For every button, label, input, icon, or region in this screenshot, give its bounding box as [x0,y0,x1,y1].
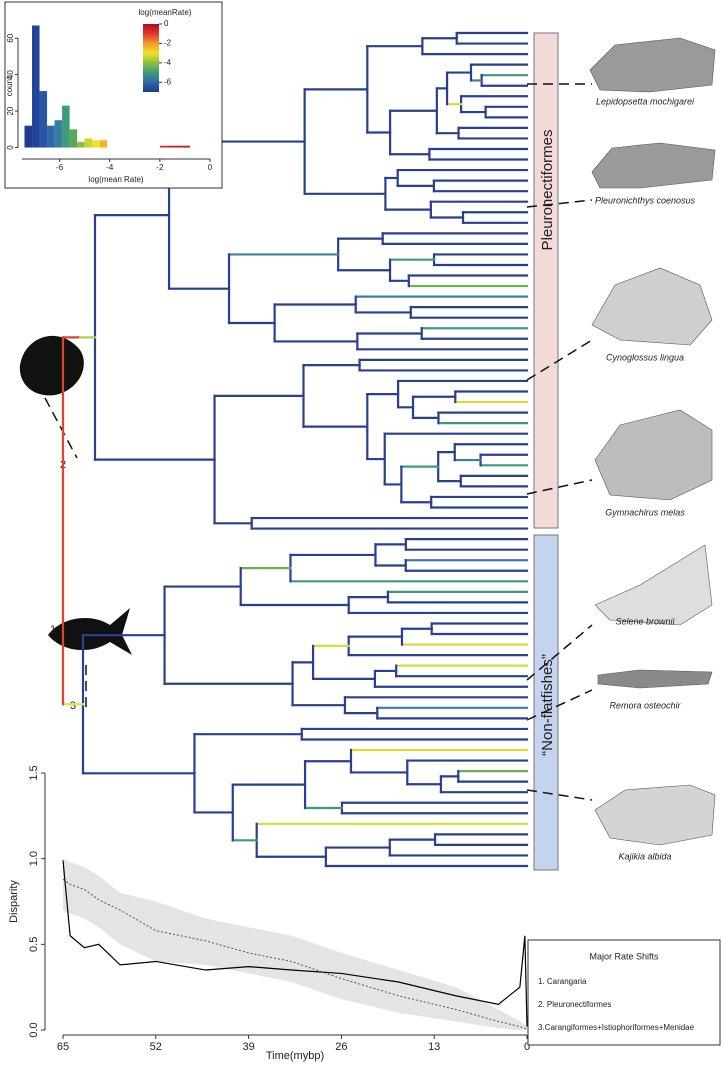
y-tick-label: 40 [6,70,15,79]
y-tick-label: 20 [6,106,15,115]
bar [32,25,40,148]
y-tick-label: 0.5 [28,937,40,952]
skull [594,544,713,626]
species-label: Kajikia albida [618,851,671,861]
node-label: 3 [70,700,76,712]
disparity-plot: 65 52 39 26 13 0 0.0 0.5 1.0 1.5 Time(mybp) Dispari… [8,765,530,1062]
y-tick-label: 1.0 [28,851,40,866]
colorbar-tick-label: -4 [164,58,172,67]
species-label: Gymnachirus melas [605,507,685,517]
phylogeny [61,31,529,868]
skull [594,409,713,501]
bar [69,129,78,148]
colorbar [143,24,159,92]
bar [47,125,55,148]
clade-box [533,32,559,529]
x-tick-label: -4 [106,163,114,172]
colorbar-tick-label: -6 [164,77,172,86]
x-tick-label: -2 [156,163,164,172]
clade-label: “Non-flatfishes” [539,654,556,756]
legend-title: Major Rate Shifts [589,951,659,961]
skull [591,267,713,346]
bar [99,140,108,148]
y-axis-label: Disparity [8,880,20,923]
bar [159,145,168,148]
bar [92,140,100,148]
y-tick-label: 1.5 [28,765,40,780]
colorbar-tick-label: 0 [164,19,169,28]
legend-item: 3.Carangiformes+Istiophoriformes+Menidae [538,1023,695,1032]
x-axis-label: log(mean Rate) [88,175,143,184]
bar [77,142,85,148]
x-tick-label: 0 [208,163,213,172]
x-tick-label: -6 [56,163,64,172]
flatfish-icon [19,335,84,396]
bar [84,138,93,148]
skull [591,142,716,189]
bar [62,105,70,148]
legend-box [527,939,721,1046]
series-line [62,878,528,1031]
node-label: 1 [50,624,56,636]
species-label: Selene brownii [615,616,675,626]
leader-line [526,199,593,208]
bar [39,91,48,148]
histogram-inset: -6 -4 -2 0 0 20 40 60 log(mean Rate) count log(mea… [5,8,213,184]
y-tick-label: 60 [6,33,15,42]
y-tick-label: 0.0 [28,1022,40,1037]
leader-line [526,339,593,381]
bar [167,145,175,148]
species-label: Pleuronichthys coenosus [595,195,696,205]
colorbar-tick-label: -2 [164,39,172,48]
bar [182,145,190,148]
leader-line [44,397,78,459]
legend-item: 1. Carangaria [538,977,587,986]
bar [24,125,33,148]
skull [594,784,716,846]
series-line [62,860,528,1027]
colorbar-title: log(meanRate) [139,8,192,17]
legend-item: 2. Pleuronectiformes [538,1000,611,1009]
leader-line [526,789,593,801]
specimen-images [589,37,716,846]
x-tick-label: 0 [524,1041,530,1053]
skull [589,37,716,93]
y-axis-label: count [5,76,14,96]
skull [597,669,713,689]
bar [174,145,183,148]
jack-icon [48,608,132,655]
x-tick-label: 65 [57,1041,69,1053]
clade-box [533,534,559,871]
leader-lines [44,83,593,801]
x-tick-label: 39 [242,1041,254,1053]
x-tick-label: 13 [428,1041,440,1053]
bar [54,120,63,148]
species-label: Lepidopsetta mochigarei [596,96,695,106]
confidence-band [63,858,527,1030]
species-label: Cynoglossus lingua [606,352,684,362]
leader-line [526,624,593,681]
leader-line [526,479,593,495]
y-tick-label: 0 [6,145,15,150]
clade-label: Pleuronectiformes [539,130,556,251]
species-label: Remora osteochir [609,700,681,710]
x-tick-label: 26 [335,1041,347,1053]
x-tick-label: 52 [150,1041,162,1053]
leader-line [526,689,593,721]
x-axis-label: Time(mybp) [266,1050,324,1062]
